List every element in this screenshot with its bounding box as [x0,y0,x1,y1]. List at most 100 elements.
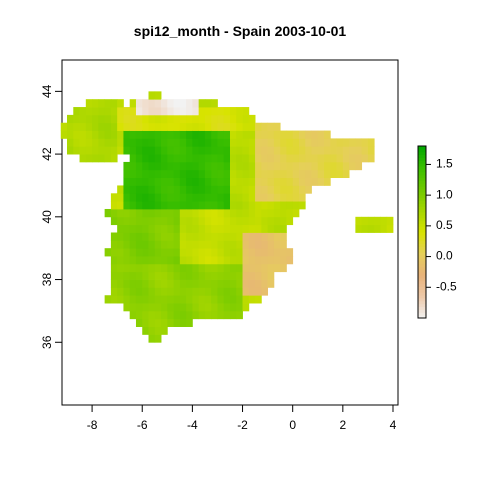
raster-cell [236,287,243,296]
raster-cell [117,271,124,280]
raster-cell [280,240,287,249]
raster-cell [242,256,250,265]
raster-cell [267,193,275,202]
colorbar-segment [418,214,426,219]
raster-cell [298,161,306,171]
raster-cell [179,99,187,108]
raster-cell [60,130,68,139]
raster-cell [73,130,80,139]
colorbar-segment [418,148,426,153]
raster-cell [198,248,206,257]
raster-cell [273,256,281,265]
raster-cell [161,138,168,147]
raster-cell [211,201,218,210]
colorbar-segment [418,197,426,201]
raster-cell [305,161,312,171]
raster-cell [355,146,363,155]
raster-cell [223,240,231,249]
raster-cell [92,130,99,139]
raster-cell [173,208,181,218]
raster-cell [261,224,269,233]
raster-cell [129,161,137,171]
raster-cell [179,122,187,131]
raster-cell [236,130,243,139]
raster-cell [186,201,193,210]
raster-cell [204,271,212,280]
colorbar-segment [418,180,426,184]
raster-cell [186,107,193,116]
raster-cell [242,169,250,179]
raster-cell [135,232,143,241]
raster-cell [117,208,124,218]
raster-cell [148,146,156,155]
raster-cell [79,154,87,163]
raster-cell [179,295,187,304]
raster-cell [236,107,243,116]
raster-cell [142,154,149,163]
raster-cell [280,201,287,210]
raster-cell [135,114,143,124]
raster-cell [173,107,181,116]
raster-cell [230,146,237,155]
raster-cell [267,224,275,233]
raster-cell [161,185,168,194]
raster-cell [261,169,269,179]
raster-cell [179,107,187,116]
raster-cell [261,279,269,288]
raster-cell [142,271,149,280]
raster-cell [117,248,124,257]
raster-cell [223,138,231,147]
raster-cell [173,310,181,320]
raster-cell [154,248,162,257]
raster-cell [204,161,212,171]
raster-cell [211,287,218,296]
raster-cell [135,154,143,163]
colorbar-segment [418,223,426,227]
raster-cell [73,107,80,116]
raster-cell [142,146,149,155]
raster-cell [286,138,294,147]
raster-cell [198,154,206,163]
raster-cell [148,161,156,171]
raster-cell [135,208,143,218]
raster-cell [242,208,250,218]
raster-cell [236,224,243,233]
raster-cell [148,130,156,139]
raster-cell [123,263,131,273]
raster-cell [236,201,243,210]
raster-cell [173,169,181,179]
raster-cell [148,271,156,280]
raster-cell [267,271,275,280]
raster-cell [255,216,262,226]
raster-cell [173,177,181,186]
raster-cell [273,201,281,210]
raster-cell [374,216,381,226]
raster-cell [186,208,193,218]
raster-cell [248,201,256,210]
raster-cell [117,240,124,249]
raster-cell [192,154,200,163]
raster-cell [117,193,124,202]
raster-cell [280,146,287,155]
raster-cell [236,310,243,320]
raster-cell [204,248,212,257]
raster-cell [104,99,112,108]
raster-cell [230,154,237,163]
raster-cell [161,287,168,296]
raster-cell [242,279,250,288]
raster-cell [129,216,137,226]
raster-cell [92,114,99,124]
raster-cell [211,279,218,288]
raster-cell [110,193,118,202]
raster-cell [154,287,162,296]
raster-cell [167,154,174,163]
raster-cell [230,256,237,265]
raster-cell [267,130,275,139]
raster-cell [85,114,93,124]
raster-cell [135,107,143,116]
colorbar-segment [418,243,426,247]
raster-cell [355,224,363,233]
raster-cell [148,208,156,218]
raster-cell [167,295,174,304]
raster-cell [98,107,106,116]
